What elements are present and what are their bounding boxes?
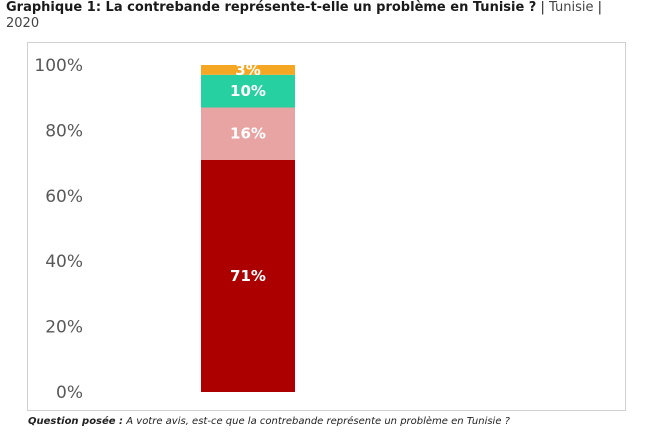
data-label-4: 3% (235, 61, 260, 79)
chart-area: 0% 20% 40% 60% 80% 100% 71% 16% 10% 3% (27, 42, 626, 411)
bar-segment-1 (201, 159, 295, 392)
stacked-bar-chart: 0% 20% 40% 60% 80% 100% 71% 16% 10% 3% (34, 56, 295, 403)
y-tick-label: 60% (45, 187, 83, 207)
chart-title: Graphique 1: La contrebande représente-t… (6, 0, 646, 32)
data-label-1: 71% (230, 267, 266, 285)
bar-segment-3 (201, 74, 295, 108)
title-separator-right: | (597, 0, 603, 15)
title-main: Graphique 1: La contrebande représente-t… (6, 0, 537, 15)
y-tick-label: 80% (45, 121, 83, 141)
data-label-3: 10% (230, 82, 266, 100)
bar-segment-4 (201, 65, 295, 75)
y-tick-label: 0% (56, 383, 83, 403)
y-tick-label: 20% (45, 318, 83, 338)
y-tick-label: 100% (34, 56, 83, 76)
data-label-2: 16% (230, 125, 266, 143)
question-note: Question posée : A votre avis, est-ce qu… (28, 416, 648, 427)
title-separator-left: | (540, 0, 545, 15)
y-tick-label: 40% (45, 252, 83, 272)
question-label: Question posée : (28, 416, 124, 427)
bar-segment-2 (201, 107, 295, 160)
title-year: 2020 (6, 16, 40, 31)
title-country: Tunisie (549, 0, 594, 15)
question-text: A votre avis, est-ce que la contrebande … (126, 416, 510, 427)
